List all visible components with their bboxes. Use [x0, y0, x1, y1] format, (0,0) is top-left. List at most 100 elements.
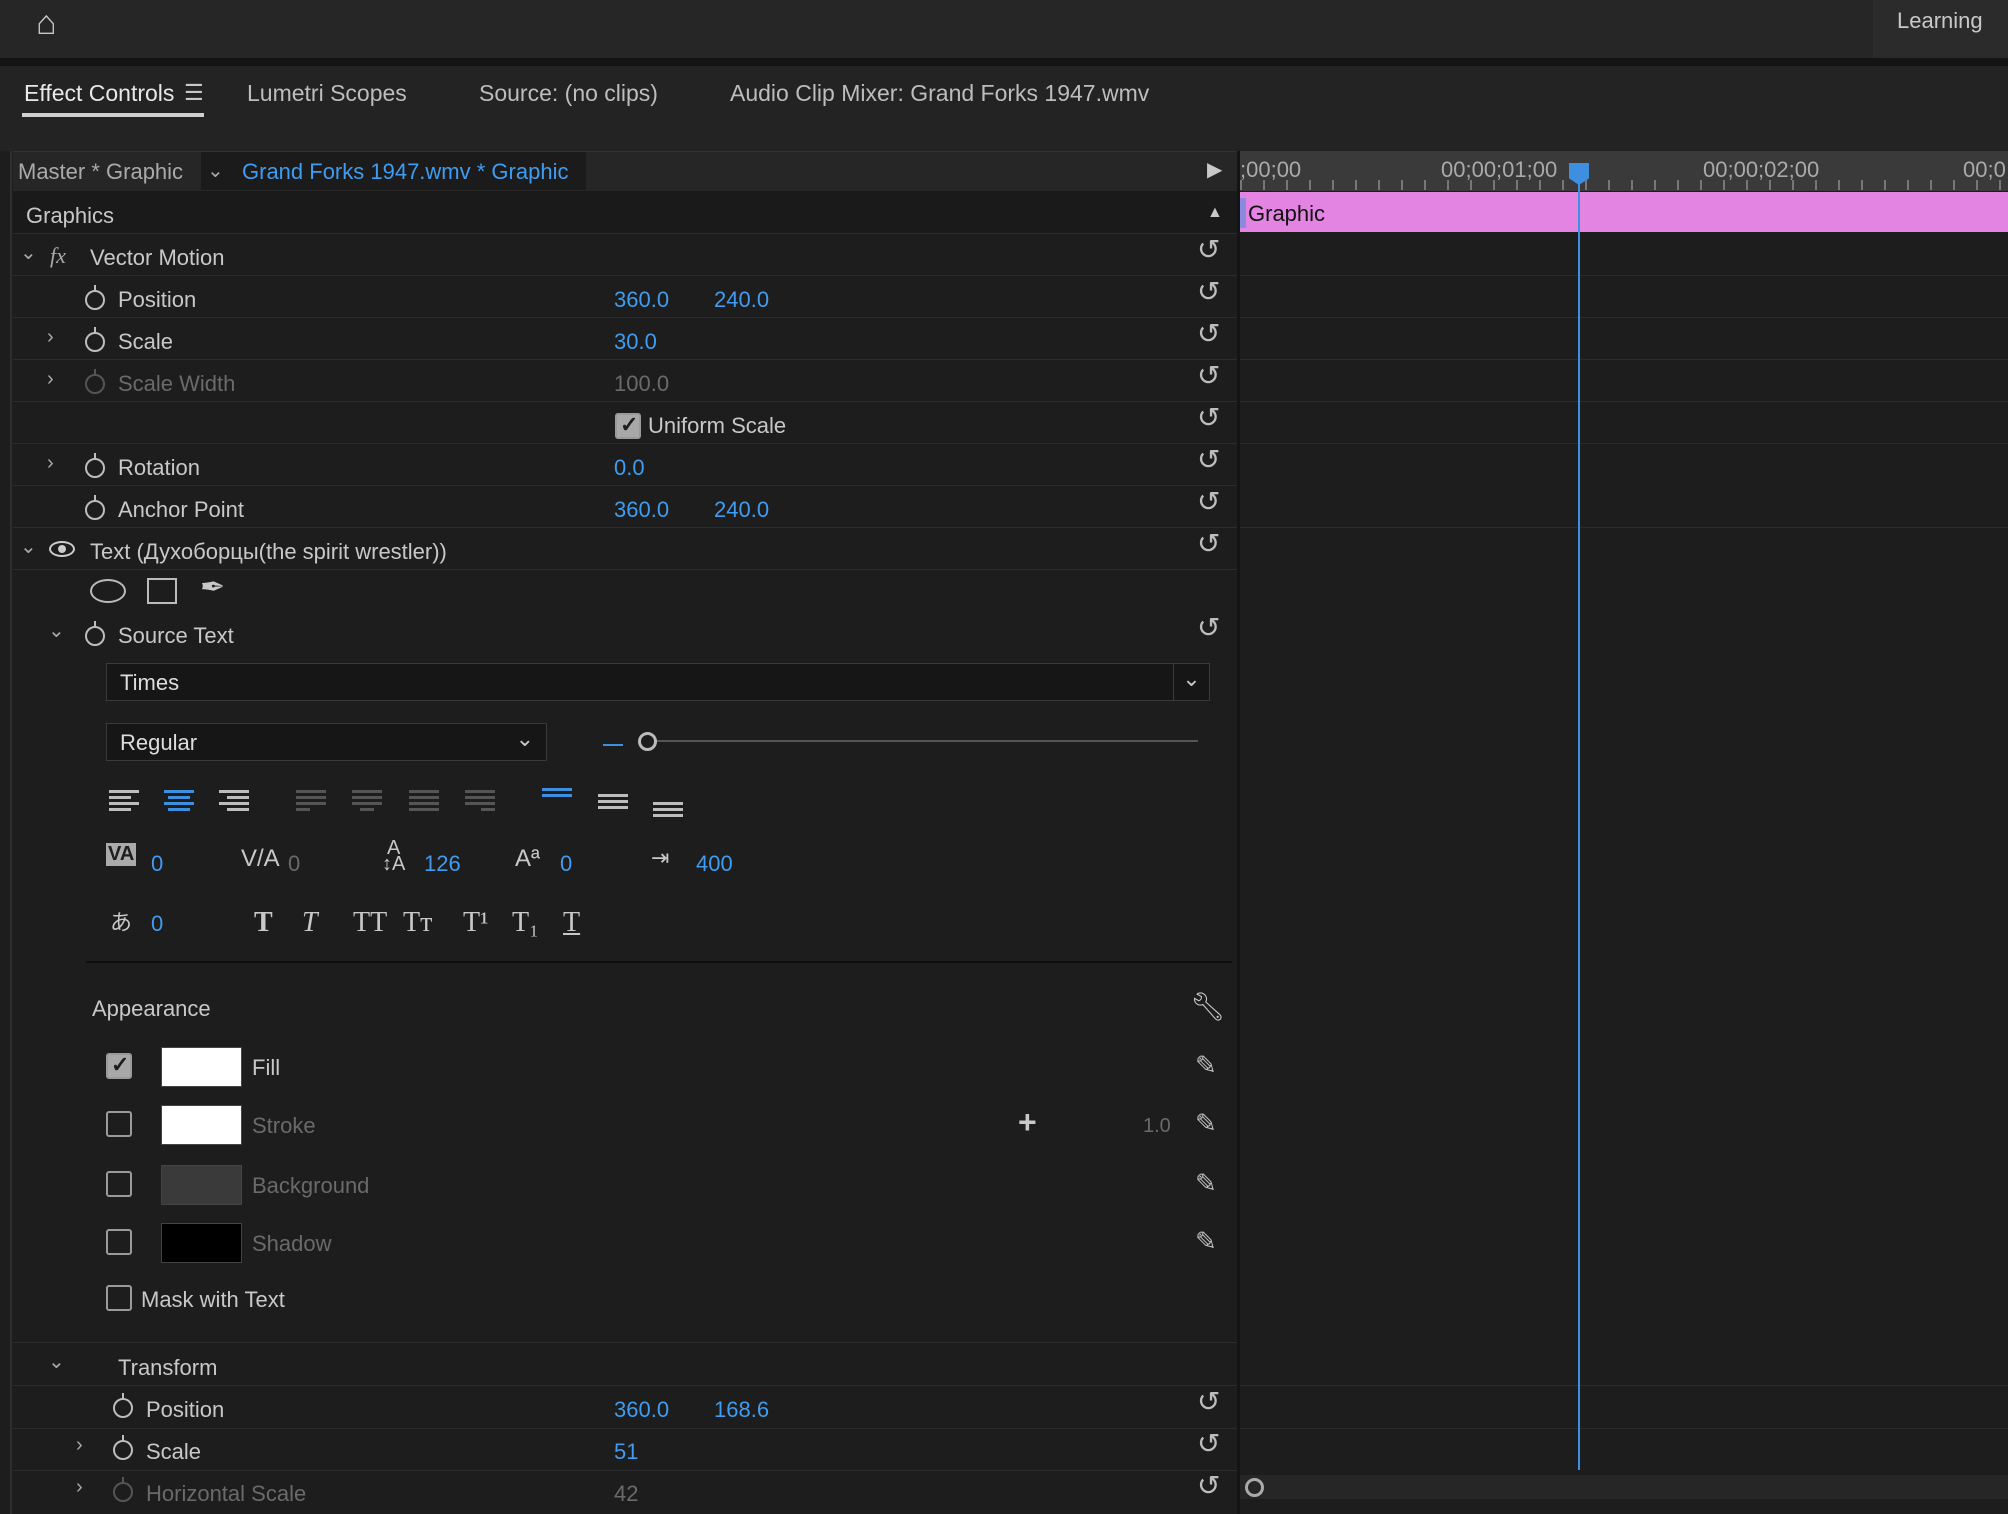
fill-checkbox[interactable] [106, 1052, 132, 1079]
stopwatch-icon[interactable] [85, 495, 105, 520]
eyedropper-icon[interactable]: ✎ [1195, 1168, 1217, 1198]
background-checkbox[interactable] [106, 1171, 132, 1197]
leading-value[interactable]: 126 [424, 851, 461, 876]
faux-italic-icon[interactable]: T [302, 907, 318, 938]
eyedropper-icon[interactable]: ✎ [1195, 1108, 1217, 1138]
leading-icon[interactable]: A ↕A [382, 837, 406, 875]
tab-width-icon[interactable]: ⇥ [651, 845, 670, 870]
add-stroke-icon[interactable]: + [1018, 1104, 1037, 1140]
eyedropper-icon[interactable]: ✎ [1195, 1226, 1217, 1256]
reset-icon[interactable]: ↺ [1197, 528, 1221, 559]
stopwatch-icon[interactable] [85, 327, 105, 352]
kerning-icon[interactable]: V/A [241, 845, 280, 872]
tracking-icon[interactable]: VA [106, 843, 137, 866]
stroke-color-swatch[interactable] [161, 1105, 242, 1145]
superscript-icon[interactable]: T¹ [463, 907, 489, 938]
font-style-dropdown[interactable]: Regular ⌄ [106, 723, 547, 761]
small-caps-icon[interactable]: Tт [403, 907, 433, 938]
clip-selector[interactable] [201, 152, 586, 190]
justify-center-icon[interactable] [352, 790, 382, 812]
fx-icon[interactable]: fx [50, 243, 66, 268]
stopwatch-icon[interactable] [85, 285, 105, 310]
home-icon[interactable]: ⌂ [36, 4, 57, 42]
baseline-shift-value[interactable]: 0 [560, 851, 573, 876]
stroke-checkbox[interactable] [106, 1111, 132, 1137]
transform-position-x[interactable]: 360.0 [614, 1397, 670, 1422]
eyedropper-icon[interactable]: ✎ [1195, 1050, 1217, 1080]
mask-with-text-checkbox[interactable] [106, 1285, 132, 1311]
stopwatch-icon[interactable] [113, 1393, 133, 1418]
tab-source[interactable]: Source: (no clips) [479, 80, 658, 106]
rotation-value[interactable]: 0.0 [614, 455, 645, 480]
align-middle-icon[interactable] [598, 794, 628, 816]
scale-value[interactable]: 30.0 [614, 329, 657, 354]
chevron-right-icon[interactable]: › [47, 326, 54, 348]
tab-width-value[interactable]: 400 [696, 851, 733, 876]
transform-position-y[interactable]: 168.6 [714, 1397, 770, 1422]
collapse-arrow-icon[interactable]: ▲ [1207, 204, 1223, 221]
position-x-value[interactable]: 360.0 [614, 287, 670, 312]
zoom-scroll-handle[interactable] [1245, 1478, 1264, 1497]
tab-audio-clip-mixer[interactable]: Audio Clip Mixer: Grand Forks 1947.wmv [730, 80, 1150, 106]
tracking-value[interactable]: 0 [151, 851, 164, 876]
timeline-scrollbar[interactable] [1240, 1475, 2008, 1499]
ellipse-mask-icon[interactable] [90, 579, 126, 603]
all-caps-icon[interactable]: TT [353, 907, 388, 938]
shadow-checkbox[interactable] [106, 1229, 132, 1255]
font-size-slider-handle[interactable] [638, 732, 657, 751]
subscript-icon[interactable]: T₁ [512, 907, 539, 938]
position-y-value[interactable]: 240.0 [714, 287, 770, 312]
reset-icon[interactable]: ↺ [1197, 1428, 1221, 1459]
chevron-right-icon[interactable]: › [47, 368, 54, 390]
tsume-value[interactable]: 0 [151, 911, 164, 936]
reset-icon[interactable]: ↺ [1197, 276, 1221, 307]
align-right-icon[interactable] [219, 790, 249, 812]
background-color-swatch[interactable] [161, 1165, 242, 1205]
justify-left-icon[interactable] [296, 790, 326, 812]
justify-all-icon[interactable] [409, 790, 439, 812]
transform-scale-value[interactable]: 51 [614, 1439, 639, 1464]
chevron-down-icon[interactable]: ⌄ [20, 242, 37, 264]
chevron-down-icon[interactable]: ⌄ [207, 160, 224, 182]
stroke-width-value[interactable]: 1.0 [1143, 1115, 1171, 1137]
chevron-down-icon[interactable]: ⌄ [48, 620, 65, 642]
workspace-learning[interactable]: Learning [1873, 0, 2008, 58]
panel-menu-icon[interactable]: ☰ [184, 80, 204, 105]
uniform-scale-checkbox[interactable] [615, 412, 641, 439]
tab-effect-controls[interactable]: Effect Controls [24, 80, 175, 106]
anchor-x-value[interactable]: 360.0 [614, 497, 670, 522]
align-left-icon[interactable] [109, 790, 139, 812]
chevron-down-icon[interactable]: ⌄ [48, 1351, 65, 1373]
chevron-down-icon[interactable]: ⌄ [20, 536, 37, 558]
reset-icon[interactable]: ↺ [1197, 402, 1221, 433]
clip-selector-label[interactable]: Grand Forks 1947.wmv * Graphic [242, 159, 569, 184]
chevron-right-icon[interactable]: › [47, 452, 54, 474]
baseline-shift-icon[interactable]: Aª [515, 845, 540, 872]
reset-icon[interactable]: ↺ [1197, 1386, 1221, 1417]
align-top-icon[interactable] [542, 788, 572, 810]
pen-mask-icon[interactable]: ✒ [200, 571, 226, 604]
fill-color-swatch[interactable] [161, 1047, 242, 1087]
stopwatch-icon[interactable] [85, 621, 105, 646]
stopwatch-icon[interactable] [85, 453, 105, 478]
chevron-right-icon[interactable]: › [76, 1434, 83, 1456]
show-timeline-arrow-icon[interactable]: ▶ [1207, 159, 1223, 181]
reset-icon[interactable]: ↺ [1197, 486, 1221, 517]
reset-icon[interactable]: ↺ [1197, 234, 1221, 265]
anchor-y-value[interactable]: 240.0 [714, 497, 770, 522]
reset-icon[interactable]: ↺ [1197, 444, 1221, 475]
shadow-color-swatch[interactable] [161, 1223, 242, 1263]
font-family-dropdown[interactable]: Times ⌄ [106, 663, 1210, 701]
justify-right-icon[interactable] [465, 790, 495, 812]
align-center-icon[interactable] [164, 790, 194, 812]
underline-icon[interactable]: T [563, 907, 581, 938]
rectangle-mask-icon[interactable] [147, 578, 177, 604]
wrench-icon[interactable]: 🔧︎ [1190, 991, 1226, 1022]
align-bottom-icon[interactable] [653, 802, 683, 824]
graphic-clip[interactable] [1240, 192, 2008, 232]
eye-icon[interactable] [49, 541, 75, 557]
stopwatch-icon[interactable] [113, 1435, 133, 1460]
font-size-slider-track[interactable] [648, 740, 1198, 742]
master-clip-label[interactable]: Master * Graphic [18, 159, 184, 184]
reset-icon[interactable]: ↺ [1197, 612, 1221, 643]
